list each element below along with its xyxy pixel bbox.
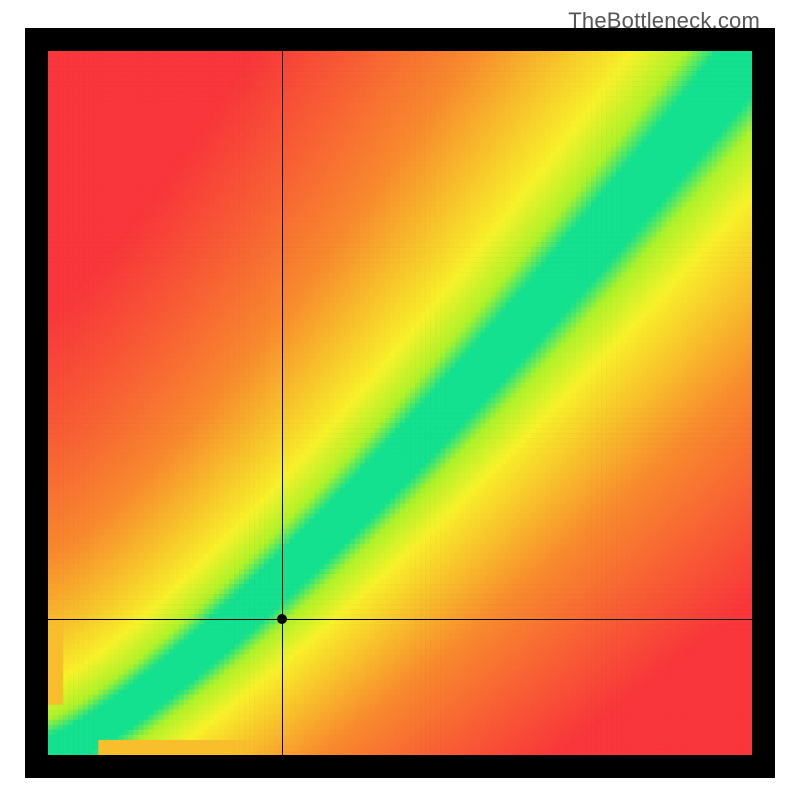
bottleneck-heatmap-container: TheBottleneck.com xyxy=(0,0,800,800)
chart-frame xyxy=(25,28,775,778)
crosshair-vertical xyxy=(282,51,283,755)
crosshair-dot xyxy=(277,614,287,624)
watermark-text: TheBottleneck.com xyxy=(568,8,760,34)
plot-area xyxy=(48,51,752,755)
crosshair-horizontal xyxy=(48,619,752,620)
heatmap-canvas xyxy=(48,51,752,755)
